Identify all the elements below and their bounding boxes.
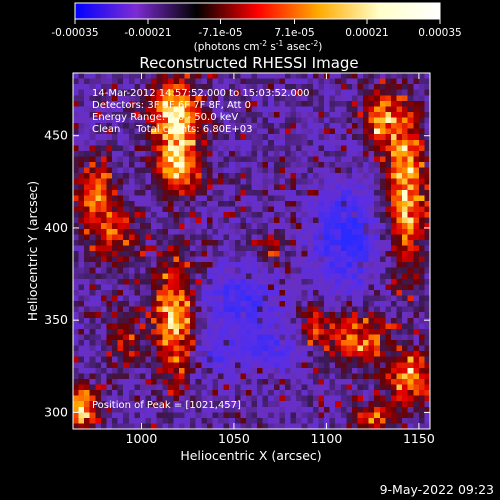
plot-frame: 1000 1050 1100 1150 300 350 400 450 Heliocentr… xyxy=(25,72,435,463)
colorbar-tick-label: 0.00021 xyxy=(345,27,388,39)
x-tick-label: 1150 xyxy=(403,431,435,446)
annotation-time-range: 14-Mar-2012 14:57:52.000 to 15:03:52.000 xyxy=(92,88,310,99)
annotation-clean-counts: Clean Total counts: 6.80E+03 xyxy=(92,124,252,135)
colorbar-tick-label: 0.00035 xyxy=(418,27,461,39)
colorbar-tick-label: -7.1e-05 xyxy=(198,27,242,39)
y-tick-label: 450 xyxy=(44,128,68,143)
colorbar-tick-label: -0.00021 xyxy=(124,27,171,39)
annotation-energy-range: Energy Range: 6.0 - 50.0 keV xyxy=(92,112,238,123)
colorbar: -0.00035 -0.00021 -7.1e-05 7.1e-05 0.00021 0.… xyxy=(51,2,462,53)
heatmap-image xyxy=(73,73,430,429)
heatmap xyxy=(73,73,430,429)
annotation-peak-position: Position of Peak = [1021,457] xyxy=(92,400,241,411)
plot-border xyxy=(72,72,431,430)
footer-date: 9-May-2022 09:23 xyxy=(380,482,494,497)
y-axis-ticks: 300 350 400 450 xyxy=(44,128,430,419)
colorbar-ticks: -0.00035 -0.00021 -7.1e-05 7.1e-05 0.00021 0.… xyxy=(51,19,462,39)
x-tick-label: 1050 xyxy=(218,431,250,446)
y-tick-label: 350 xyxy=(44,312,68,327)
x-tick-label: 1000 xyxy=(126,431,158,446)
x-axis-ticks: 1000 1050 1100 1150 xyxy=(126,73,435,446)
x-axis-label: Heliocentric X (arcsec) xyxy=(180,448,321,463)
annotation-detectors: Detectors: 3F 5F 6F 7F 8F, Att 0 xyxy=(92,100,251,111)
chart-title: Reconstructed RHESSI Image xyxy=(139,54,358,72)
colorbar-tick-label: -0.00035 xyxy=(51,27,98,39)
y-tick-label: 400 xyxy=(44,220,68,235)
colorbar-units: (photons cm-2 s-1 asec-2) xyxy=(194,39,323,53)
annotations: 14-Mar-2012 14:57:52.000 to 15:03:52.000… xyxy=(92,88,310,411)
colorbar-strip xyxy=(74,2,441,20)
y-axis-label: Heliocentric Y (arcsec) xyxy=(25,181,40,321)
x-tick-label: 1100 xyxy=(311,431,343,446)
y-tick-label: 300 xyxy=(44,404,68,419)
colorbar-tick-label: 7.1e-05 xyxy=(274,27,314,39)
